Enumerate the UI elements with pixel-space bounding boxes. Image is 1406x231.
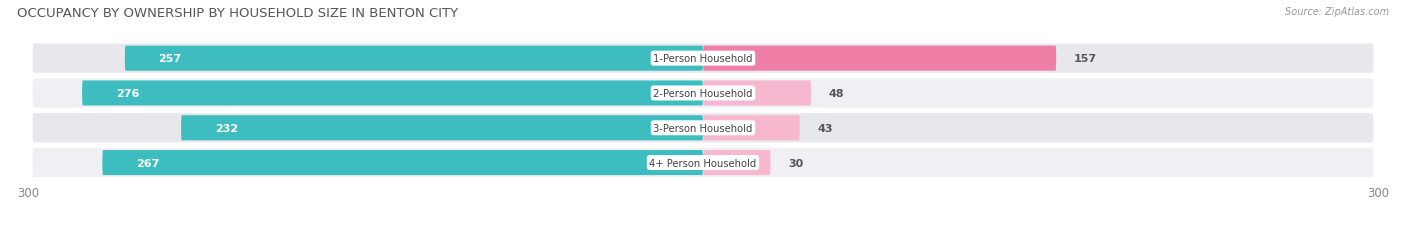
Text: 30: 30 — [789, 158, 804, 168]
Text: 276: 276 — [115, 88, 139, 99]
Legend: Owner-occupied, Renter-occupied: Owner-occupied, Renter-occupied — [586, 228, 820, 231]
FancyBboxPatch shape — [32, 148, 1374, 177]
Text: Source: ZipAtlas.com: Source: ZipAtlas.com — [1285, 7, 1389, 17]
FancyBboxPatch shape — [82, 81, 703, 106]
FancyBboxPatch shape — [703, 116, 800, 141]
Text: 257: 257 — [159, 54, 181, 64]
Text: OCCUPANCY BY OWNERSHIP BY HOUSEHOLD SIZE IN BENTON CITY: OCCUPANCY BY OWNERSHIP BY HOUSEHOLD SIZE… — [17, 7, 458, 20]
FancyBboxPatch shape — [103, 150, 703, 175]
Text: 48: 48 — [830, 88, 845, 99]
Text: 1-Person Household: 1-Person Household — [654, 54, 752, 64]
FancyBboxPatch shape — [181, 116, 703, 141]
FancyBboxPatch shape — [32, 114, 1374, 143]
Text: 43: 43 — [818, 123, 834, 133]
FancyBboxPatch shape — [703, 150, 770, 175]
Text: 3-Person Household: 3-Person Household — [654, 123, 752, 133]
Text: 2-Person Household: 2-Person Household — [654, 88, 752, 99]
Text: 232: 232 — [215, 123, 238, 133]
Text: 157: 157 — [1074, 54, 1097, 64]
Text: 4+ Person Household: 4+ Person Household — [650, 158, 756, 168]
Text: 267: 267 — [136, 158, 159, 168]
FancyBboxPatch shape — [703, 81, 811, 106]
FancyBboxPatch shape — [125, 46, 703, 71]
FancyBboxPatch shape — [32, 44, 1374, 73]
FancyBboxPatch shape — [703, 46, 1056, 71]
FancyBboxPatch shape — [32, 79, 1374, 108]
